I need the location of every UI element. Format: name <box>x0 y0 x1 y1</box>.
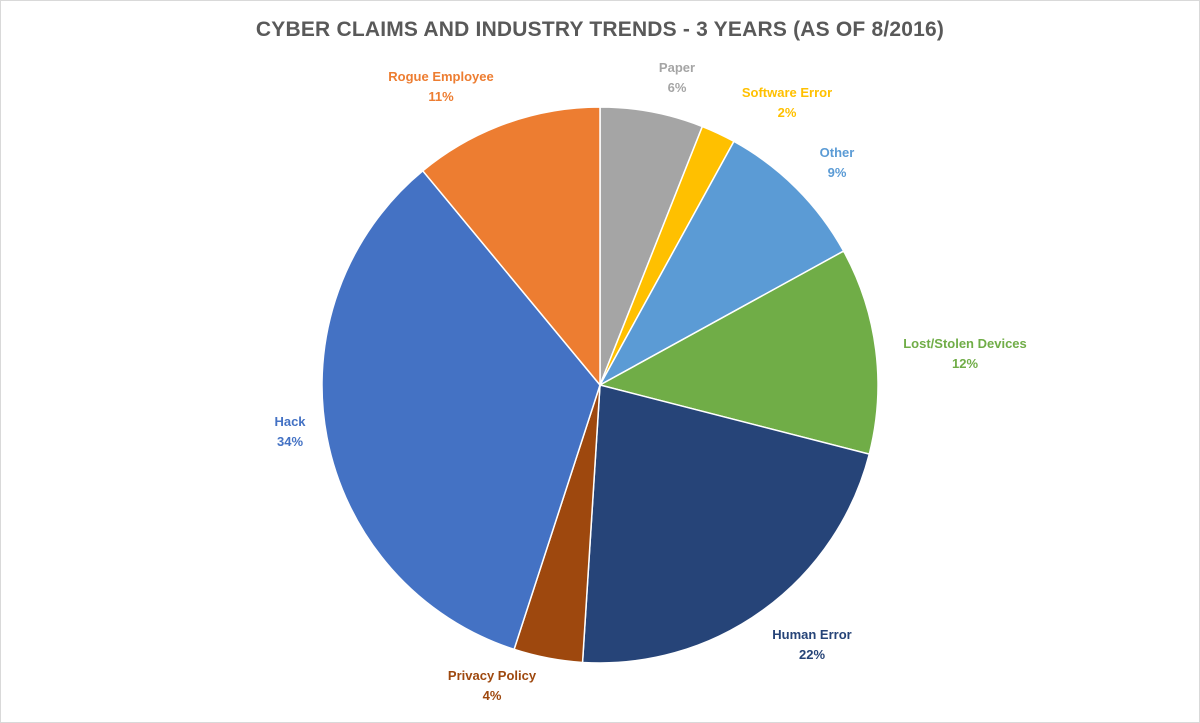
data-label-percent: 6% <box>668 80 687 95</box>
pie-labels: Paper 6% Software Error 2% Other 9% Lost/Stole… <box>274 60 1026 703</box>
data-label-name: Privacy Policy <box>448 668 537 683</box>
pie-slice-human-error <box>581 384 871 664</box>
pie-slice-hack <box>321 169 601 651</box>
data-label-percent: 2% <box>778 105 797 120</box>
data-label-name: Rogue Employee <box>388 69 493 84</box>
data-label-percent: 34% <box>277 434 303 449</box>
data-label-name: Other <box>820 145 855 160</box>
pie-slice-other <box>598 140 845 387</box>
data-label-percent: 4% <box>483 688 502 703</box>
data-label-percent: 12% <box>952 356 978 371</box>
pie-slice-lost-stolen-devices <box>597 250 879 456</box>
data-label-name: Lost/Stolen Devices <box>903 336 1027 351</box>
pie-slices <box>321 106 879 664</box>
chart-title: CYBER CLAIMS AND INDUSTRY TRENDS - 3 YEA… <box>255 18 945 41</box>
pie-slice-rogue-employee <box>421 106 601 388</box>
data-label-percent: 11% <box>428 89 454 104</box>
data-label-percent: 9% <box>828 165 847 180</box>
data-label-name: Software Error <box>742 85 832 100</box>
data-label-percent: 22% <box>799 647 825 662</box>
data-label-name: Paper <box>659 60 695 75</box>
data-label-name: Human Error <box>772 627 851 642</box>
data-label-name: Hack <box>274 414 306 429</box>
